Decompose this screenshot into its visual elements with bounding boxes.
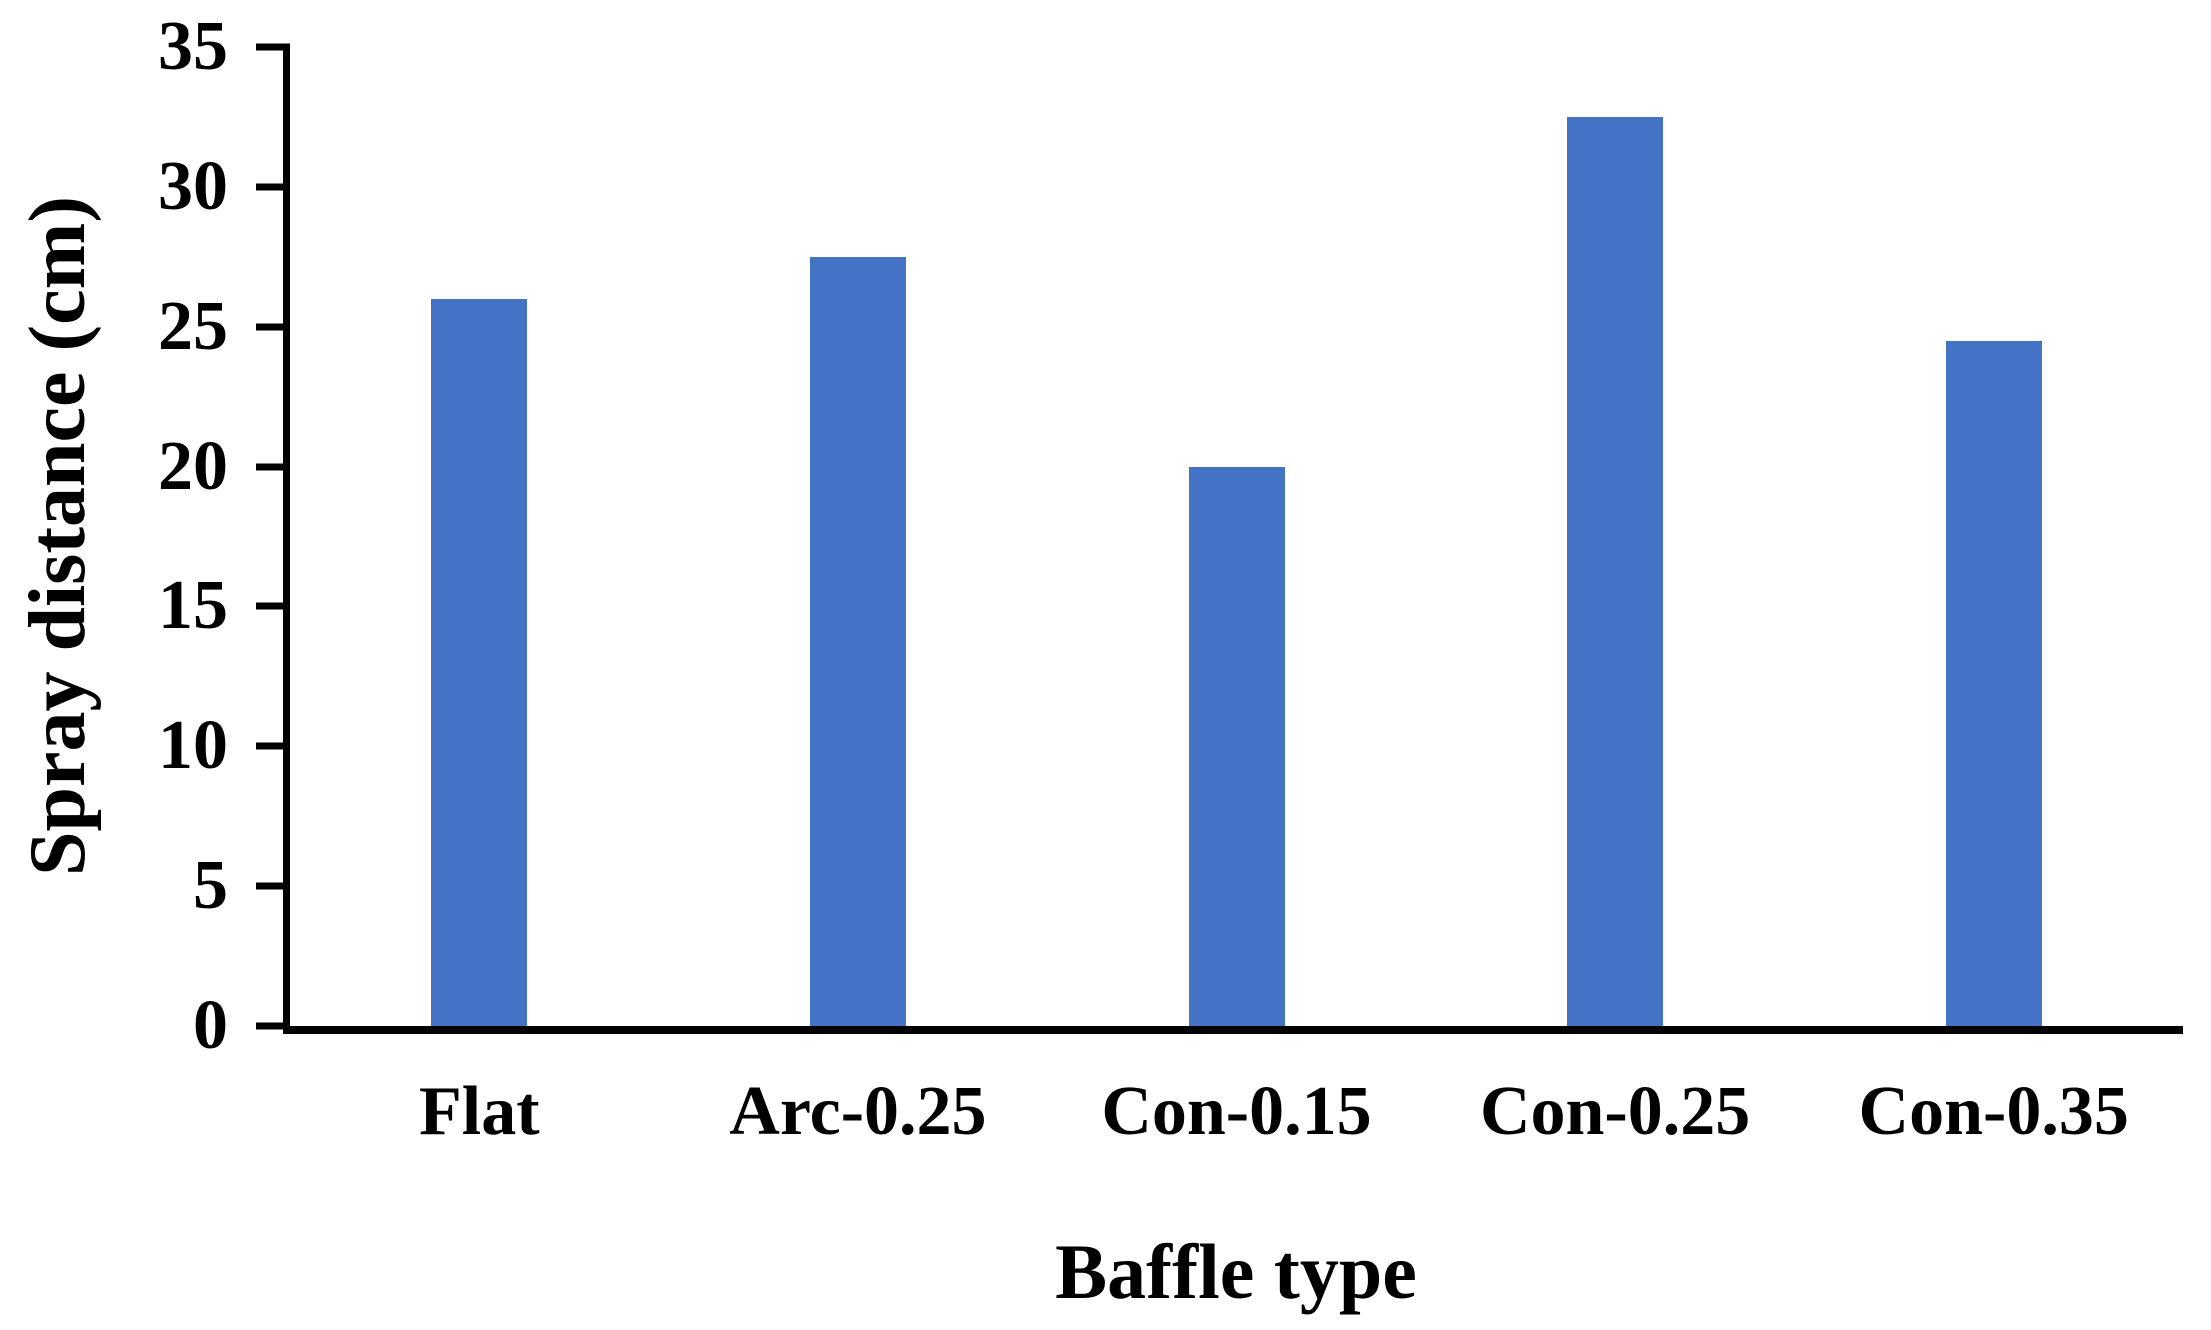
y-axis-tick xyxy=(256,463,290,471)
y-tick-label: 15 xyxy=(158,567,228,645)
plot-area xyxy=(290,47,2183,1026)
y-axis-tick xyxy=(256,882,290,890)
bar-flat xyxy=(431,298,528,1026)
bar-con-0.35 xyxy=(1945,340,2042,1026)
y-axis-tick-marks xyxy=(256,43,290,1030)
y-axis-line xyxy=(283,45,290,1034)
x-axis-category-labels: Flat Arc-0.25 Con-0.15 Con-0.25 Con-0.35 xyxy=(290,1072,2183,1162)
x-tick-label: Con-0.15 xyxy=(1101,1073,1372,1150)
y-tick-label: 10 xyxy=(158,707,228,785)
y-axis-tick xyxy=(256,602,290,610)
y-tick-label: 5 xyxy=(193,847,228,925)
x-tick-label: Flat xyxy=(419,1073,540,1150)
bar-arc-0.25 xyxy=(809,256,906,1026)
y-tick-label: 0 xyxy=(193,987,228,1064)
y-axis-tick xyxy=(256,183,290,191)
y-tick-label: 20 xyxy=(158,427,228,505)
y-tick-label: 25 xyxy=(158,287,228,365)
y-axis-tick xyxy=(256,1022,290,1030)
y-axis-tick xyxy=(256,742,290,750)
y-axis-tick-labels: 0 5 10 15 20 25 30 35 xyxy=(48,12,228,1061)
y-axis-tick xyxy=(256,43,290,51)
x-axis-line xyxy=(283,1026,2183,1034)
x-tick-label: Arc-0.25 xyxy=(729,1073,987,1150)
x-tick-label: Con-0.35 xyxy=(1858,1073,2129,1150)
y-tick-label: 35 xyxy=(158,8,228,85)
bar-con-0.15 xyxy=(1188,466,1285,1026)
bar-con-0.25 xyxy=(1567,116,1664,1026)
x-axis-title: Baffle type xyxy=(1055,1228,1417,1315)
y-axis-tick xyxy=(256,323,290,331)
y-tick-label: 30 xyxy=(158,147,228,225)
x-tick-label: Con-0.25 xyxy=(1479,1073,1751,1150)
